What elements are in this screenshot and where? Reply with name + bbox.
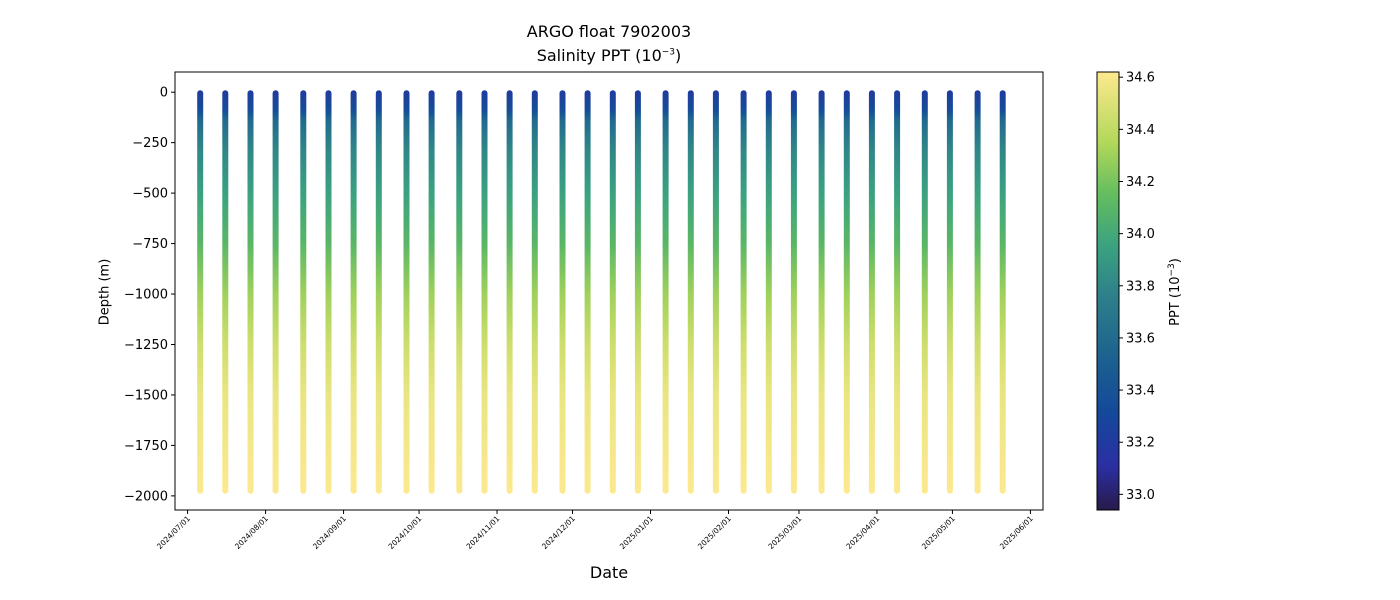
x-tick-label: 2025/03/01 [766,514,803,551]
profile-2025-02-17 [765,90,772,494]
x-tick-label: 2025/01/01 [618,514,655,551]
y-tick-label: −1500 [124,388,168,403]
profile-2024-12-27 [634,90,641,494]
profile-2024-07-26 [247,90,254,494]
profile-2024-09-15 [375,90,382,494]
profile-2024-10-17 [456,90,463,494]
x-tick-label: 2025/04/01 [844,514,881,551]
profile-2025-04-09 [894,90,901,494]
x-tick-label: 2024/10/01 [387,514,424,551]
profile-2025-04-20 [921,90,928,494]
y-tick-label: 0 [160,86,168,101]
profile-2025-01-07 [662,90,669,494]
x-tick-label: 2025/06/01 [998,514,1035,551]
x-tick-label: 2025/05/01 [920,514,957,551]
salinity-profiles [197,90,1006,494]
profile-2024-11-06 [506,90,513,494]
profile-2025-05-11 [974,90,981,494]
y-tick-label: −1000 [124,288,168,303]
colorbar-tick-label: 34.0 [1126,227,1155,242]
colorbar-tick-label: 34.2 [1126,175,1155,190]
profile-2024-12-07 [584,90,591,494]
colorbar-tick-label: 33.8 [1126,279,1155,294]
y-axis-label: Depth (m) [97,258,113,326]
profile-2024-11-16 [531,90,538,494]
colorbar-label: PPT (10−3) [1166,258,1184,326]
y-tick-label: −1750 [124,439,168,454]
x-tick-label: 2024/12/01 [540,514,577,551]
plot-frame [174,71,1044,511]
y-tick-label: −1250 [124,338,168,353]
y-tick-label: −2000 [124,489,168,504]
profile-2024-10-06 [428,90,435,494]
profile-2025-04-30 [946,90,953,494]
colorbar [1096,71,1120,511]
profile-2025-02-07 [740,90,747,494]
x-tick-label: 2024/09/01 [311,514,348,551]
colorbar-tick-label: 34.4 [1126,123,1155,138]
profile-2025-03-20 [843,90,850,494]
profile-2024-08-05 [272,90,279,494]
colorbar-tick-label: 33.2 [1126,436,1155,451]
profile-2025-03-10 [818,90,825,494]
profile-2025-01-27 [712,90,719,494]
profile-2024-11-27 [559,90,566,494]
y-tick-label: −750 [132,237,168,252]
profile-2025-02-27 [790,90,797,494]
profile-2025-01-17 [687,90,694,494]
profile-2024-08-16 [300,90,307,494]
y-tick-label: −250 [132,136,168,151]
y-axis: 0 −250 −500 −750 −1000 −1250 −1500 −1750 −2000 [124,86,175,504]
profile-2025-05-21 [999,90,1006,494]
profile-2024-07-16 [222,90,229,494]
colorbar-axis: 33.0 33.2 33.4 33.6 33.8 34.0 34.2 34.4 34.6 [1119,71,1155,503]
x-tick-label: 2024/08/01 [233,514,270,551]
x-axis-label: Date [589,563,629,582]
y-tick-label: −500 [132,187,168,202]
profile-2024-10-27 [481,90,488,494]
colorbar-tick-label: 33.6 [1126,331,1155,346]
colorbar-tick-label: 34.6 [1126,71,1155,86]
profile-2024-07-06 [197,90,204,494]
profile-2024-08-26 [325,90,332,494]
colorbar-tick-label: 33.4 [1126,384,1155,399]
profile-2024-09-26 [403,90,410,494]
x-tick-label: 2024/11/01 [465,514,502,551]
profile-2025-03-30 [868,90,875,494]
profile-2024-12-17 [609,90,616,494]
profile-2024-09-05 [350,90,357,494]
colorbar-tick-label: 33.0 [1126,488,1155,503]
chart-title: ARGO float 7902003 [526,22,692,41]
x-tick-label: 2025/02/01 [696,514,733,551]
x-axis: 2024/07/01 2024/08/01 2024/09/01 2024/10/01… [155,510,1035,551]
chart-subtitle: Salinity PPT (10−3) [536,46,682,65]
x-tick-label: 2024/07/01 [155,514,192,551]
